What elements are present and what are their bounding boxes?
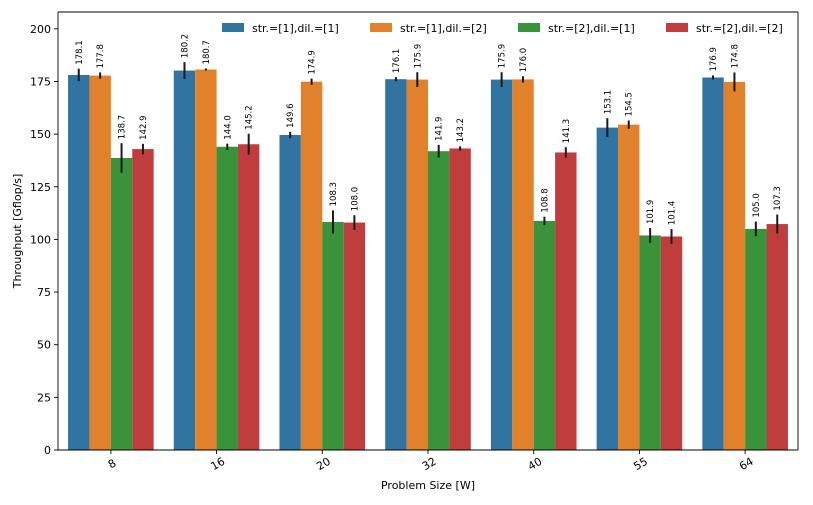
- data-label: 154.5: [625, 92, 635, 116]
- x-tick-label: 40: [526, 455, 545, 473]
- bar: [555, 152, 577, 450]
- legend-entry-label: str.=[1],dil.=[1]: [252, 22, 339, 35]
- data-label: 144.0: [223, 115, 233, 139]
- data-label: 138.7: [118, 115, 128, 139]
- data-label: 180.7: [202, 40, 212, 64]
- data-label: 143.2: [456, 118, 466, 142]
- y-tick-label: 0: [44, 444, 51, 457]
- legend: str.=[1],dil.=[1] str.=[1],dil.=[2] str.=[…: [222, 22, 783, 35]
- axes-layer: 0 25 50 75 100 125 150 175 200 8 16 20 32 40 55 64: [30, 11, 799, 473]
- data-label: 174.8: [730, 44, 740, 68]
- legend-entry-label: str.=[2],dil.=[1]: [548, 22, 635, 35]
- bar: [132, 149, 154, 450]
- data-label: 178.1: [75, 40, 85, 64]
- y-tick-label: 50: [37, 339, 51, 352]
- x-tick-label: 16: [209, 455, 228, 473]
- bar: [533, 220, 556, 450]
- x-tick-label: 64: [737, 455, 756, 473]
- legend-swatch: [666, 23, 688, 32]
- error-bars-layer: [77, 62, 779, 244]
- data-label: 105.0: [752, 193, 762, 217]
- y-tick-label: 100: [30, 233, 51, 246]
- bar: [512, 79, 534, 450]
- data-label: 108.8: [540, 188, 550, 212]
- legend-swatch: [518, 23, 540, 32]
- bar: [702, 77, 724, 450]
- data-label: 141.3: [562, 119, 572, 143]
- data-label: 145.2: [245, 105, 255, 129]
- bar: [173, 70, 196, 451]
- bar: [766, 224, 788, 450]
- legend-swatch: [370, 23, 392, 32]
- bar: [660, 236, 683, 450]
- legend-entry-label: str.=[2],dil.=[2]: [696, 22, 783, 35]
- bar: [449, 148, 471, 450]
- x-tick-label: 55: [631, 455, 650, 473]
- bar: [322, 221, 344, 450]
- bar: [723, 81, 746, 451]
- bar: [596, 127, 619, 451]
- x-tick-label: 8: [106, 457, 119, 472]
- data-label: 149.6: [286, 103, 296, 127]
- data-label: 108.3: [329, 182, 339, 206]
- data-label: 107.3: [773, 186, 783, 210]
- bar: [745, 228, 767, 450]
- data-labels-layer: 178.1 177.8 138.7 142.9 180.2 180.7 144.0 145.2…: [75, 34, 783, 225]
- bar: [490, 79, 513, 451]
- bar: [216, 146, 238, 450]
- x-tick-label: 20: [314, 455, 333, 473]
- bar: [406, 79, 428, 451]
- bar: [110, 157, 133, 450]
- bar: [428, 151, 450, 450]
- y-tick-label: 125: [30, 181, 51, 194]
- data-label: 175.9: [498, 44, 508, 68]
- data-label: 153.1: [603, 90, 613, 114]
- data-label: 176.0: [519, 48, 529, 72]
- data-label: 108.0: [350, 187, 360, 211]
- bar: [195, 69, 217, 451]
- bar: [343, 222, 366, 450]
- y-tick-label: 175: [30, 75, 51, 88]
- y-axis-title: Throughput [Gflop/s]: [11, 174, 24, 290]
- y-tick-label: 25: [37, 391, 51, 404]
- bar: [279, 134, 301, 450]
- bar: [385, 79, 407, 450]
- data-label: 141.9: [435, 117, 445, 141]
- bar: [300, 81, 323, 450]
- y-tick-label: 75: [37, 286, 51, 299]
- bar: [89, 75, 111, 450]
- data-label: 101.9: [646, 200, 656, 224]
- bar: [618, 124, 640, 450]
- data-label: 101.4: [668, 201, 678, 225]
- legend-entry-label: str.=[1],dil.=[2]: [400, 22, 487, 35]
- bar: [237, 144, 260, 450]
- bar: [68, 74, 90, 451]
- bar: [639, 235, 661, 450]
- data-label: 175.9: [413, 44, 423, 68]
- y-tick-label: 200: [30, 23, 51, 36]
- legend-swatch: [222, 23, 244, 32]
- x-axis-title: Problem Size [W]: [381, 479, 475, 492]
- data-label: 176.9: [709, 47, 719, 71]
- bars-layer: [68, 69, 788, 451]
- data-label: 176.1: [392, 49, 402, 73]
- y-tick-label: 150: [30, 128, 51, 141]
- x-tick-label: 32: [420, 455, 439, 473]
- data-label: 142.9: [139, 115, 149, 139]
- data-label: 180.2: [180, 34, 190, 58]
- data-label: 174.9: [308, 50, 318, 74]
- data-label: 177.8: [96, 44, 106, 68]
